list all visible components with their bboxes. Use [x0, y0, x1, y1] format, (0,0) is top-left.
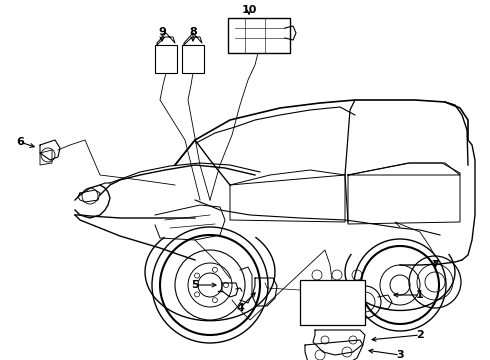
Text: 6: 6 — [16, 137, 24, 147]
Text: 7: 7 — [431, 260, 439, 270]
Text: 1: 1 — [416, 290, 424, 300]
Text: 4: 4 — [236, 303, 244, 313]
Bar — [228, 18, 290, 53]
Bar — [300, 280, 365, 325]
Text: 8: 8 — [189, 27, 197, 37]
Bar — [182, 45, 204, 73]
Text: 9: 9 — [158, 27, 166, 37]
Text: 2: 2 — [416, 330, 424, 340]
Text: 10: 10 — [241, 5, 257, 15]
Bar — [155, 45, 177, 73]
Text: 5: 5 — [191, 280, 199, 290]
Text: 3: 3 — [396, 350, 404, 360]
